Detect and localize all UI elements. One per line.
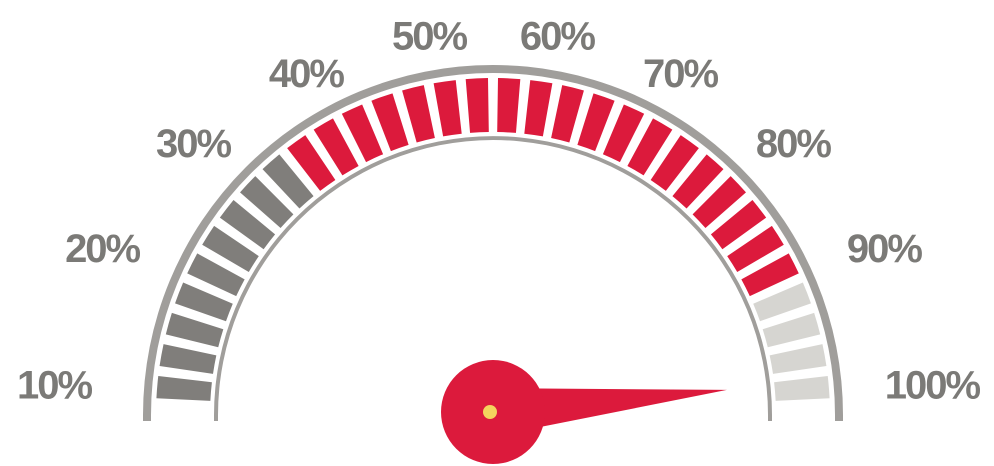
gauge-segment xyxy=(175,282,233,322)
gauge-segment xyxy=(262,154,314,209)
gauge-segment xyxy=(602,104,645,163)
gauge-segment xyxy=(577,93,615,152)
gauge-segment xyxy=(627,118,673,176)
gauge-segment xyxy=(741,253,799,297)
tick-label: 60% xyxy=(520,14,595,58)
gauge-needle-group xyxy=(441,360,727,464)
gauge-segment xyxy=(727,225,784,273)
gauge-segment xyxy=(769,344,827,374)
gauge-segment xyxy=(371,93,409,152)
gauge-segment xyxy=(433,80,462,137)
tick-label: 100% xyxy=(885,363,981,407)
gauge-frame xyxy=(143,65,843,421)
gauge-segment xyxy=(551,85,584,143)
gauge-segment xyxy=(159,344,217,374)
gauge-segment xyxy=(287,135,336,191)
gauge-tick-labels: 10% 20% 30% 40% 50% 60% 70% 80% 90% 100% xyxy=(17,14,982,407)
gauge-segment xyxy=(497,78,521,133)
gauge-segment xyxy=(219,199,276,250)
gauge-segment xyxy=(402,85,435,143)
gauge-segment xyxy=(465,78,489,133)
gauge-segment xyxy=(710,199,767,250)
gauge-segment xyxy=(692,176,746,229)
gauge-needle xyxy=(490,388,727,436)
gauge-segment xyxy=(341,104,384,163)
tick-label: 30% xyxy=(156,122,231,166)
gauge-segment xyxy=(753,282,811,322)
tick-label: 90% xyxy=(847,227,922,271)
gauge-segments xyxy=(156,78,830,401)
tick-label: 40% xyxy=(269,52,344,96)
gauge-segment xyxy=(774,375,830,401)
gauge-segment xyxy=(240,176,294,229)
gauge-segment xyxy=(762,312,821,348)
gauge-pivot-dot xyxy=(483,405,497,419)
gauge-segment xyxy=(672,154,724,209)
gauge-segment xyxy=(165,312,224,348)
tick-label: 50% xyxy=(392,14,467,58)
tick-label: 80% xyxy=(756,122,831,166)
tick-label: 70% xyxy=(643,52,718,96)
gauge-segment xyxy=(524,80,553,137)
tick-label: 10% xyxy=(17,363,92,407)
gauge-segment xyxy=(202,225,259,273)
gauge-frame-channel xyxy=(151,73,835,421)
tick-label: 20% xyxy=(65,227,140,271)
gauge-segment xyxy=(156,375,212,401)
gauge-segment xyxy=(313,118,359,176)
gauge-segment xyxy=(187,253,245,297)
gauge-segment xyxy=(650,135,699,191)
